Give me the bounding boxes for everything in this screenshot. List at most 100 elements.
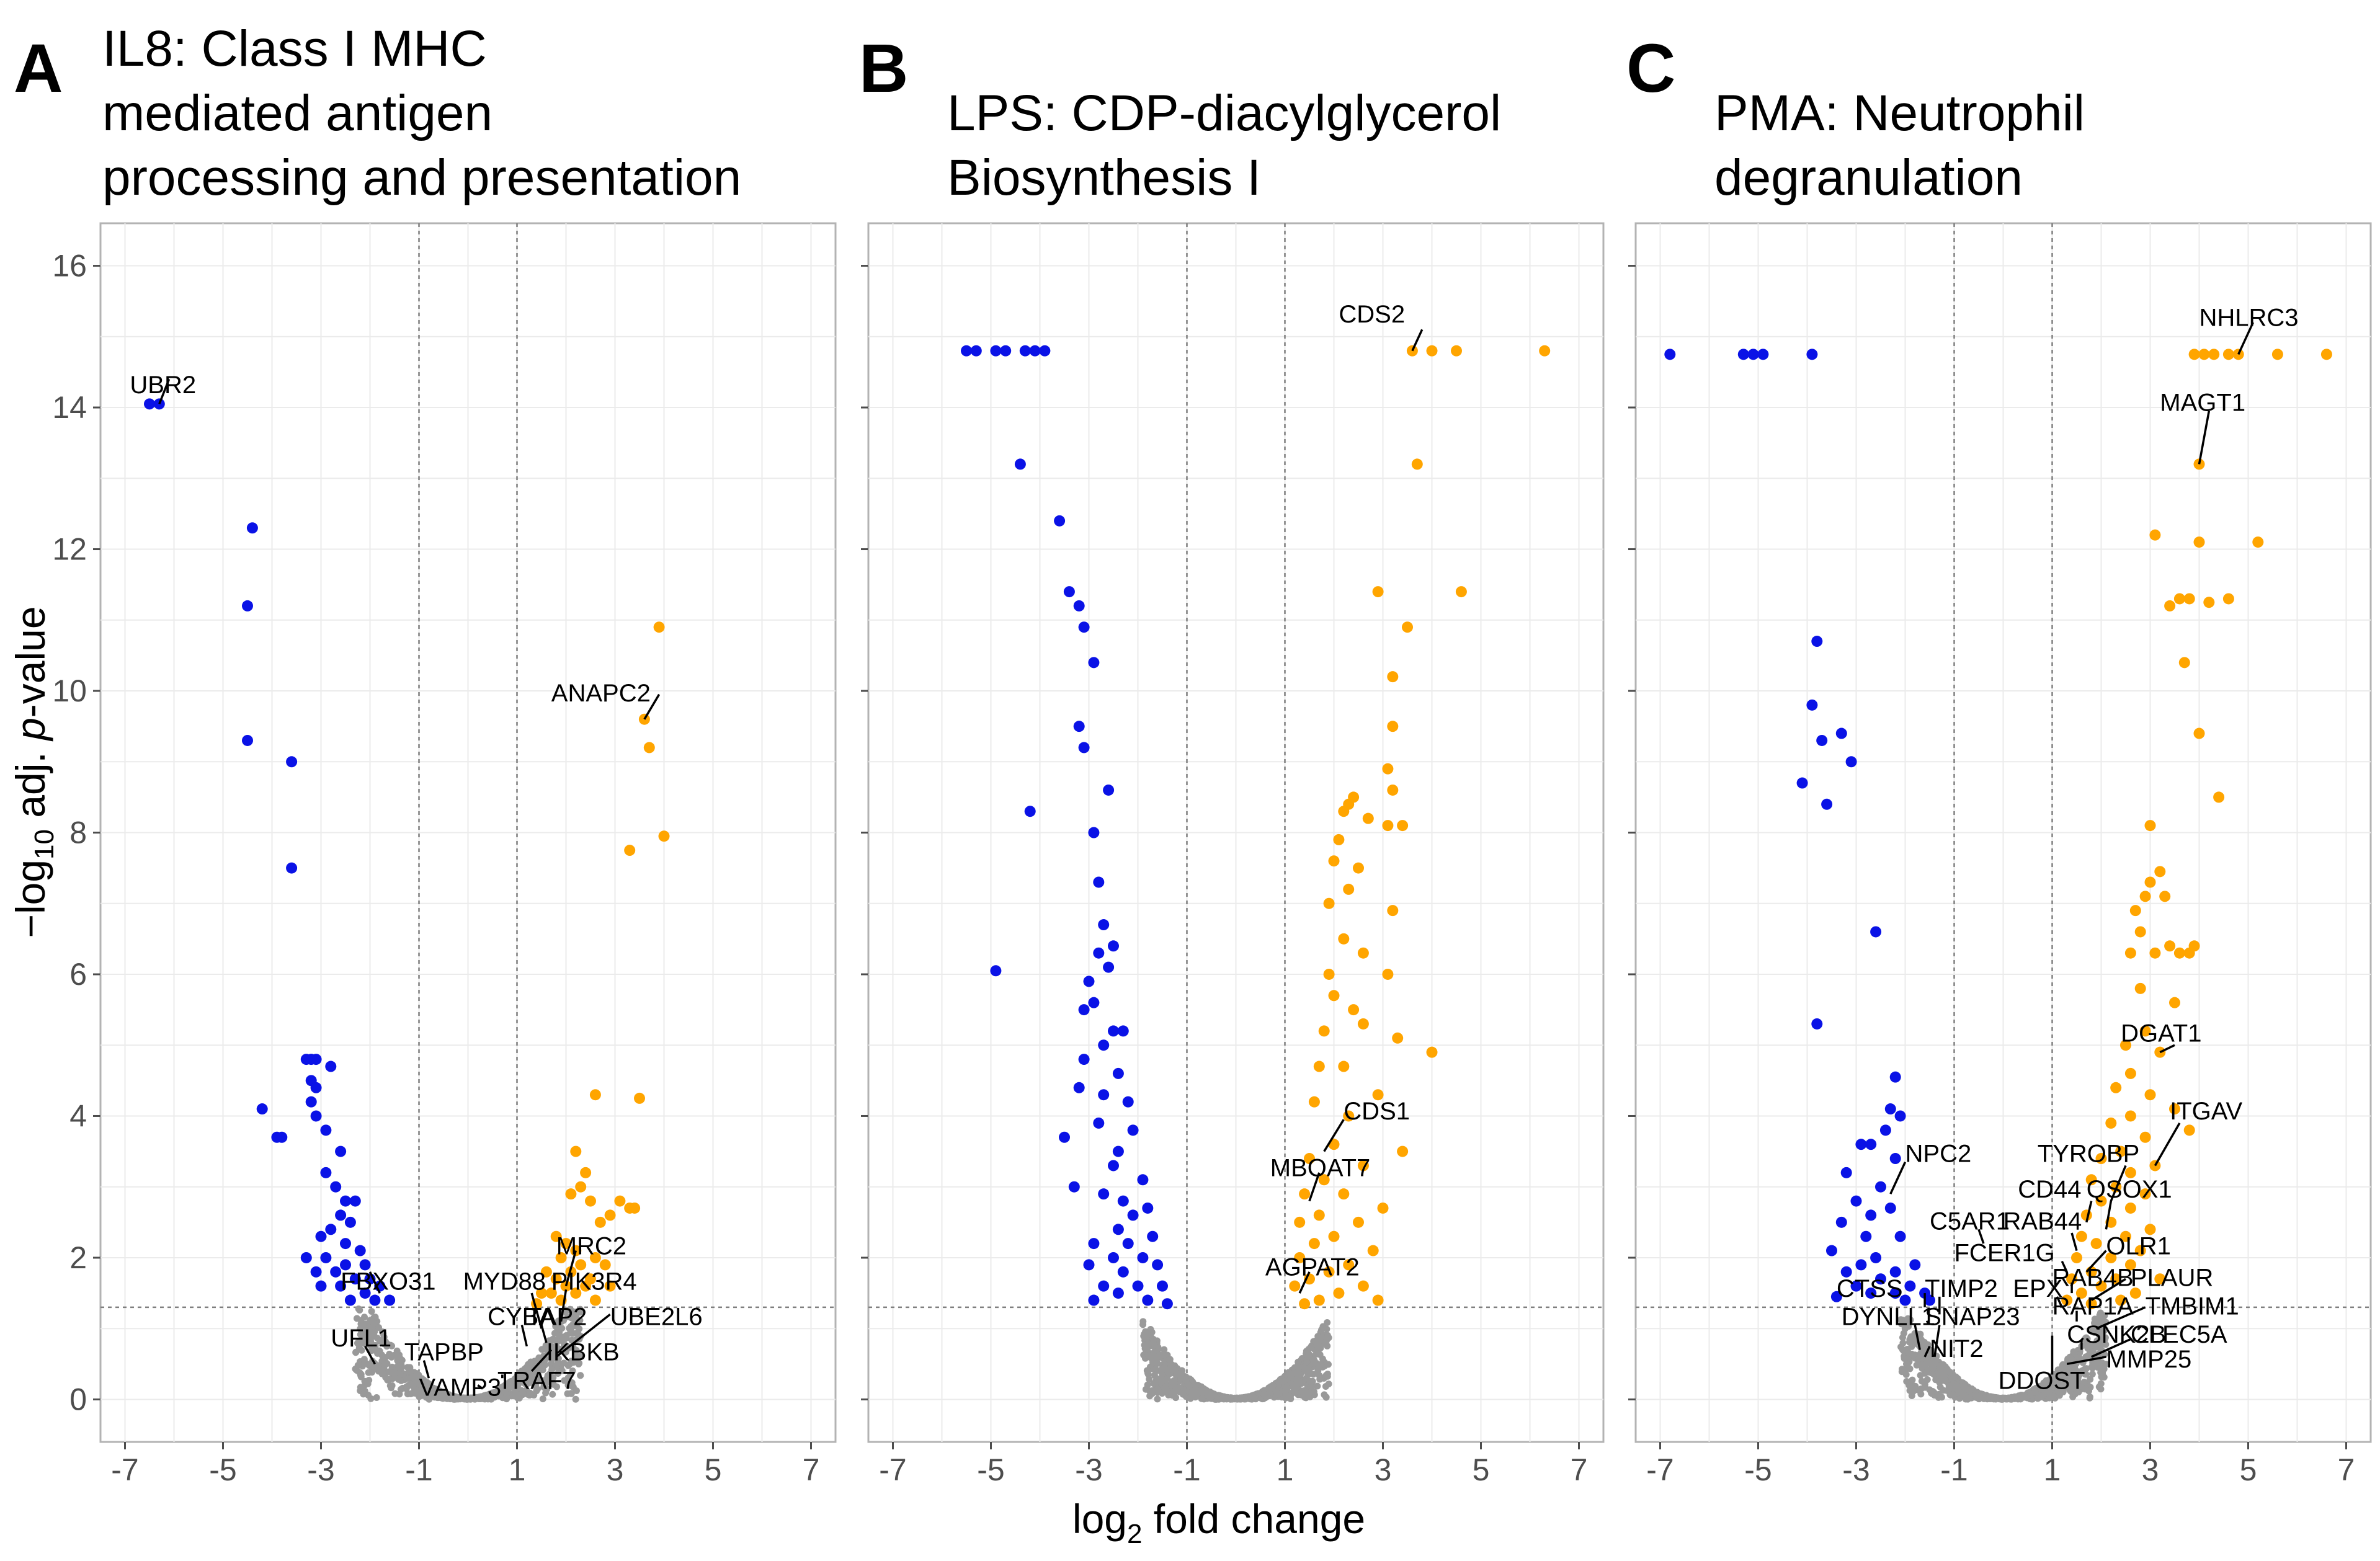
point-up-regulated	[2134, 1245, 2146, 1256]
point-not-significant	[1260, 1390, 1267, 1397]
point-down-regulated	[330, 1266, 342, 1278]
x-tick-label: -5	[977, 1452, 1004, 1487]
point-down-regulated	[1108, 1252, 1119, 1263]
point-not-significant	[1159, 1365, 1166, 1372]
point-not-significant	[359, 1338, 366, 1346]
point-up-regulated	[1387, 721, 1399, 732]
y-tick-label: 6	[69, 957, 87, 992]
point-not-significant	[568, 1314, 576, 1322]
point-up-regulated	[1357, 947, 1369, 959]
point-up-regulated	[2120, 1230, 2131, 1242]
panel-a-title-line-3: processing and presentation	[102, 149, 741, 206]
gene-label: CD44	[2018, 1176, 2081, 1203]
point-up-regulated	[2139, 1025, 2151, 1037]
x-tick-label: 3	[1375, 1452, 1392, 1487]
point-not-significant	[403, 1375, 411, 1382]
point-not-significant	[1311, 1337, 1319, 1345]
point-not-significant	[393, 1347, 401, 1354]
point-not-significant	[2058, 1381, 2066, 1388]
gene-label: TMBIM1	[2146, 1292, 2239, 1320]
point-not-significant	[1168, 1378, 1175, 1385]
point-down-regulated	[1806, 699, 1818, 711]
point-up-regulated	[2124, 1067, 2136, 1079]
point-not-significant	[560, 1340, 568, 1348]
point-not-significant	[572, 1395, 579, 1403]
point-not-significant	[527, 1358, 535, 1366]
point-not-significant	[1139, 1318, 1147, 1325]
point-not-significant	[368, 1307, 375, 1315]
point-up-regulated	[1328, 990, 1340, 1002]
point-not-significant	[424, 1393, 432, 1400]
gene-label: RAP1A	[2052, 1292, 2134, 1320]
point-up-regulated	[1299, 1298, 1311, 1310]
point-down-regulated	[1112, 1224, 1124, 1235]
point-not-significant	[561, 1377, 568, 1384]
point-not-significant	[536, 1366, 543, 1374]
point-not-significant	[1160, 1376, 1167, 1384]
label-leader-line	[1914, 1325, 1921, 1350]
point-not-significant	[568, 1379, 576, 1387]
point-up-regulated	[1333, 834, 1345, 845]
gene-label: PLAUR	[2131, 1265, 2213, 1292]
label-leader-line	[158, 378, 171, 404]
label-leader-line	[530, 1349, 553, 1372]
point-not-significant	[1146, 1376, 1153, 1383]
point-up-regulated	[545, 1287, 557, 1299]
point-up-regulated	[1382, 820, 1394, 832]
point-up-regulated	[2105, 1117, 2117, 1129]
point-not-significant	[2042, 1379, 2049, 1387]
x-tick-label: -5	[209, 1452, 236, 1487]
point-not-significant	[1928, 1389, 1935, 1397]
point-up-regulated	[1392, 1032, 1404, 1044]
point-up-regulated	[575, 1259, 587, 1271]
point-not-significant	[383, 1340, 391, 1348]
panel-c-title: PMA: Neutrophil degranulation	[1714, 85, 2099, 206]
point-down-regulated	[1078, 621, 1090, 633]
point-up-regulated	[1343, 883, 1355, 895]
point-up-regulated	[580, 1167, 592, 1178]
point-not-significant	[1287, 1395, 1295, 1402]
point-up-regulated	[2124, 947, 2136, 959]
point-down-regulated	[1664, 349, 1676, 360]
point-down-regulated	[1894, 1110, 1906, 1122]
point-down-regulated	[310, 1082, 322, 1093]
label-leader-line	[643, 693, 661, 720]
point-not-significant	[551, 1353, 558, 1361]
point-not-significant	[355, 1344, 363, 1351]
point-not-significant	[380, 1330, 387, 1337]
point-not-significant	[2034, 1395, 2041, 1402]
point-down-regulated	[1889, 1071, 1901, 1083]
point-down-regulated	[1063, 586, 1075, 598]
point-down-regulated	[1147, 1230, 1159, 1242]
label-leader-line	[1933, 1325, 1941, 1358]
label-leader-line	[564, 1250, 577, 1287]
point-up-regulated	[2183, 593, 2195, 605]
point-up-regulated	[565, 1188, 577, 1200]
point-not-significant	[571, 1319, 579, 1327]
point-not-significant	[367, 1317, 374, 1324]
point-up-regulated	[2222, 593, 2234, 605]
label-leader-line	[2110, 1165, 2127, 1202]
point-not-significant	[1154, 1395, 1161, 1403]
label-leader-line	[422, 1360, 430, 1379]
point-down-regulated	[1840, 1266, 1852, 1278]
point-down-regulated	[1078, 742, 1090, 754]
gene-label: QSOX1	[2087, 1176, 2172, 1203]
point-up-regulated	[1313, 1061, 1325, 1072]
point-not-significant	[357, 1371, 365, 1378]
gene-label: RAB4B	[2052, 1265, 2134, 1292]
point-up-regulated	[2085, 1298, 2097, 1310]
point-not-significant	[2097, 1314, 2104, 1321]
point-not-significant	[1921, 1338, 1928, 1346]
point-up-regulated	[2095, 1153, 2107, 1165]
point-up-regulated	[1299, 1188, 1311, 1200]
point-down-regulated	[300, 1252, 312, 1263]
point-up-regulated	[1289, 1280, 1301, 1292]
point-down-regulated	[1855, 1259, 1867, 1271]
point-not-significant	[2097, 1341, 2105, 1349]
point-up-regulated	[1377, 1202, 1389, 1214]
point-not-significant	[522, 1379, 529, 1386]
point-not-significant	[373, 1394, 380, 1401]
gene-label: DDOST	[1999, 1367, 2085, 1394]
